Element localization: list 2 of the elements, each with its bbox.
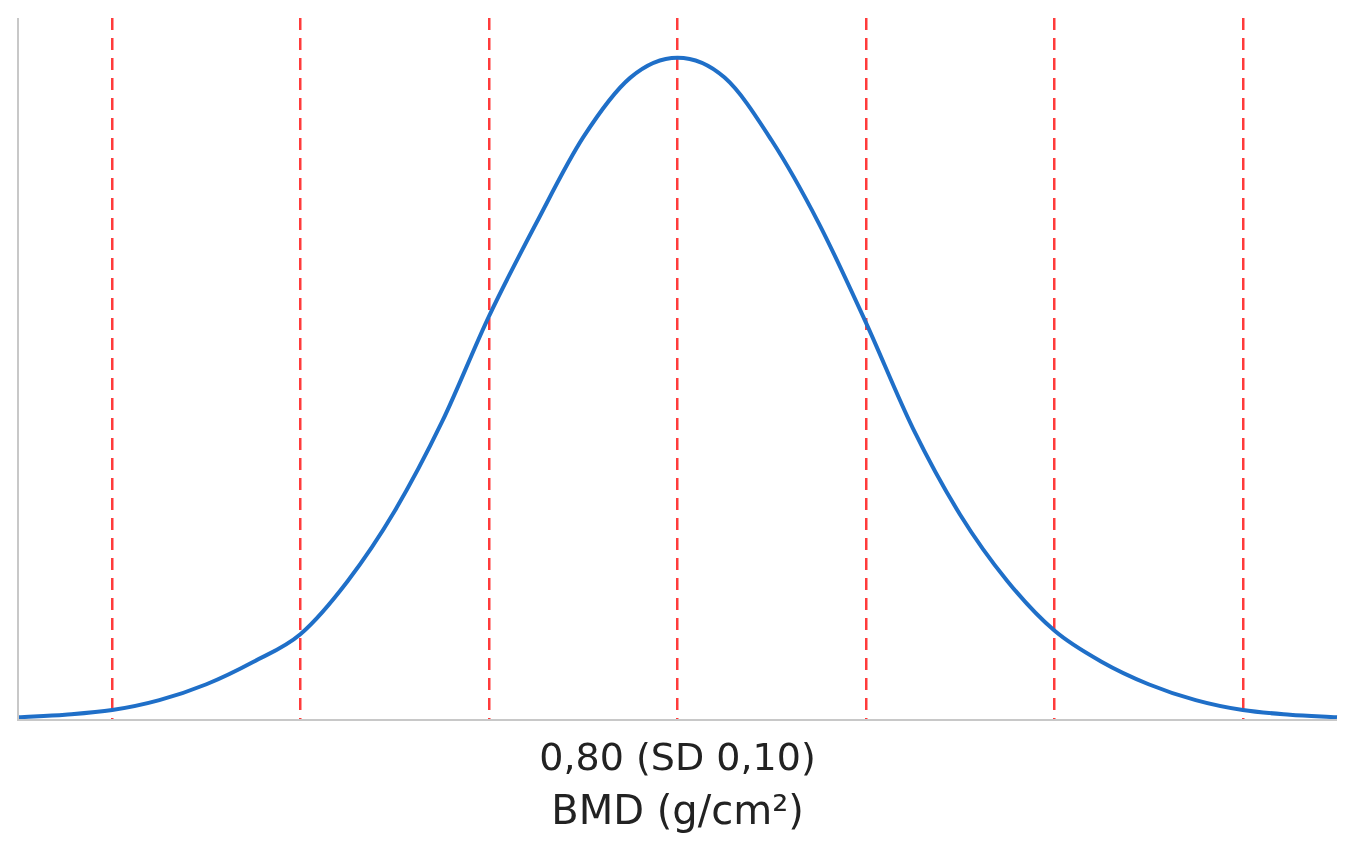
text: 0,80 (SD 0,10) [539,734,816,779]
x-axis-title: BMD (g/cm²) [551,787,804,834]
